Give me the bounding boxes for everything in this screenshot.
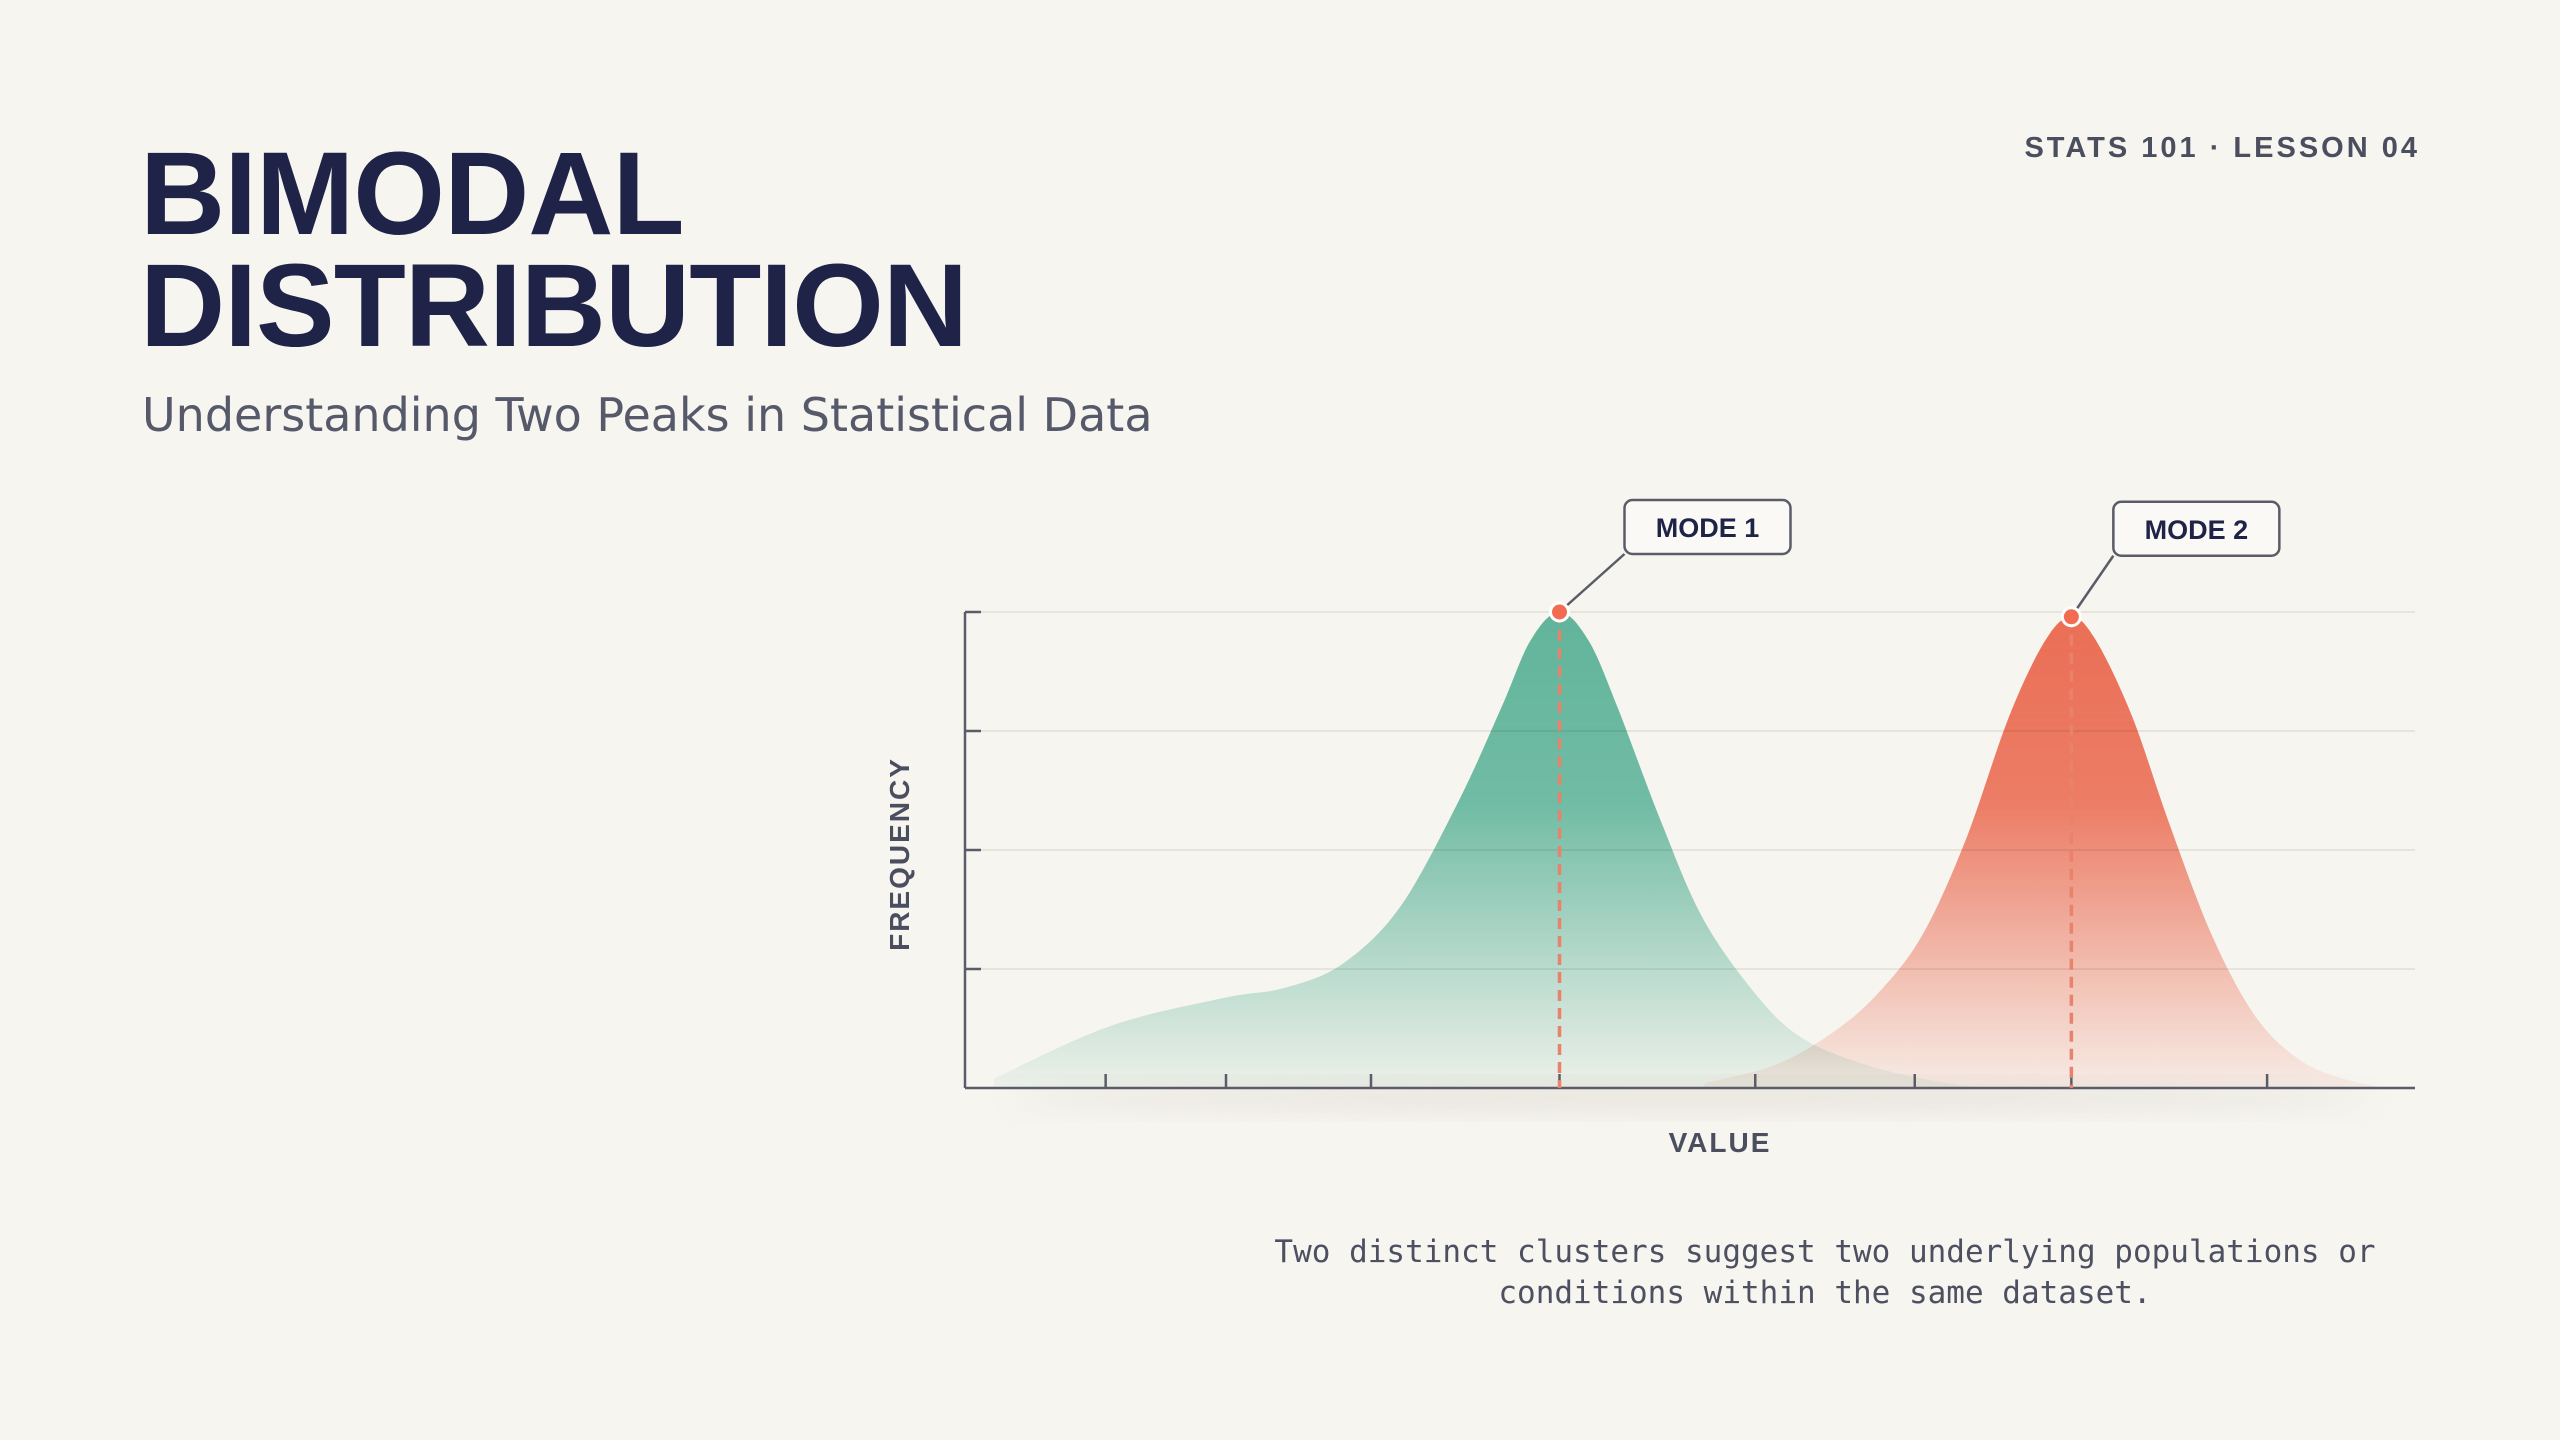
mode-2-label: MODE 2 — [2145, 515, 2249, 545]
chart-caption: Two distinct clusters suggest two underl… — [1274, 1234, 2376, 1311]
mode-2-label-box — [2112, 500, 2281, 558]
title-line-2: DISTRIBUTION — [140, 240, 968, 372]
mode-2-peak-point — [2060, 606, 2082, 628]
series-1-area — [994, 612, 1980, 1088]
mode-1-label: MODE 1 — [1656, 513, 1760, 543]
mode-1-label-box — [1623, 498, 1792, 556]
series-2-area — [1704, 616, 2386, 1088]
title-line-1: BIMODAL — [140, 128, 685, 260]
y-axis-label: FREQUENCY — [884, 757, 915, 951]
x-axis-label: VALUE — [1669, 1127, 1772, 1158]
kicker: STATS 101 · LESSON 04 — [2024, 132, 2420, 164]
mode-2-leader — [2070, 555, 2115, 618]
page-subtitle: Understanding Two Peaks in Statistical D… — [142, 388, 1153, 442]
baseline-shadow — [1005, 1086, 2375, 1110]
mode-1-leader — [1558, 553, 1626, 613]
page-title: BIMODAL DISTRIBUTION — [140, 128, 968, 372]
mode-1-peak-point — [1549, 601, 1570, 623]
